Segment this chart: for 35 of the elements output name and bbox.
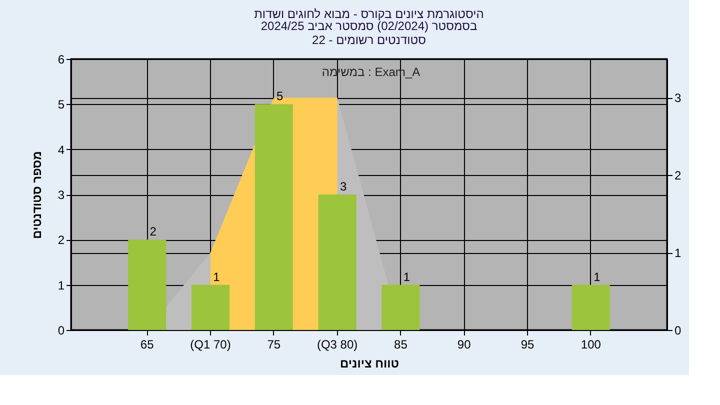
y-tick-label: 6 (58, 52, 65, 66)
chart-title: היסטוגרמת ציונים בקורס - מבוא לחוגים ושדות (254, 7, 484, 21)
bar (318, 194, 356, 330)
data-label: 1 (594, 270, 601, 284)
x-tick-label: 95 (520, 338, 535, 352)
y2-tick-label: 0 (674, 324, 682, 338)
bar (128, 240, 166, 330)
x-tick-label: 75 (267, 338, 281, 352)
y-tick-label: 5 (58, 98, 65, 112)
y2-tick-label: 1 (674, 246, 682, 260)
y-tick-label: 0 (58, 324, 65, 338)
x-tick-label: 100 (580, 338, 602, 352)
x-tick-label: 65 (140, 338, 154, 352)
y-tick-label: 1 (58, 278, 65, 292)
x-axis-title: טווח ציונים (340, 356, 399, 370)
y-tick-label: 3 (58, 188, 65, 202)
y2-tick-label: 2 (674, 168, 682, 183)
data-label: 1 (403, 270, 410, 284)
data-label: 2 (150, 224, 157, 239)
bar (572, 284, 610, 330)
x-tick-label: 90 (457, 338, 472, 352)
data-label: 3 (340, 180, 347, 194)
x-tick-label: 85 (394, 338, 408, 352)
y-tick-label: 4 (58, 142, 65, 157)
data-label: 1 (213, 270, 220, 284)
y2-tick-label: 3 (674, 91, 682, 106)
x-tick-label: (Q3 80) (316, 338, 358, 352)
data-label: 5 (276, 89, 284, 104)
bar (382, 284, 420, 330)
bar (191, 284, 230, 330)
y-axis-title: מספר סטודנטים (30, 151, 44, 239)
x-tick-label: (Q1 70) (190, 338, 231, 352)
chart-subtitle: בסמסטר (02/2024) סמסטר אביב 2024/25 סטודנטים רשומים - 22 (260, 19, 478, 47)
y-tick-label: 2 (58, 233, 65, 248)
bar (254, 104, 293, 330)
